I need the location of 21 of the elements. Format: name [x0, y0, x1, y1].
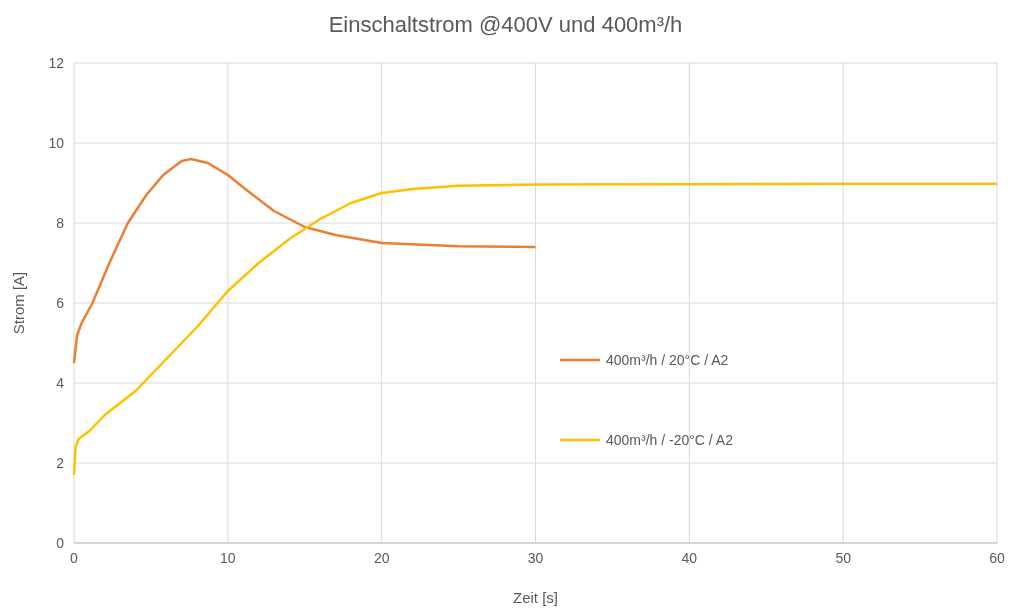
- x-tick-label: 0: [70, 550, 79, 566]
- legend-label: 400m³/h / 20°C / A2: [606, 352, 729, 368]
- x-tick-label: 60: [989, 550, 1005, 566]
- y-axis-title: Strom [A]: [10, 271, 27, 335]
- y-tick-label: 4: [56, 375, 65, 391]
- y-tick-label: 10: [48, 135, 65, 151]
- y-tick-label: 6: [56, 295, 65, 311]
- x-tick-label: 40: [681, 550, 698, 566]
- y-tick-label: 0: [56, 535, 65, 551]
- x-tick-label: 30: [527, 550, 544, 566]
- x-tick-label: 50: [835, 550, 852, 566]
- x-tick-label: 20: [373, 550, 390, 566]
- line-series: [72, 182, 999, 477]
- line-series: [72, 157, 537, 365]
- y-tick-label: 2: [56, 455, 65, 471]
- x-tick-label: 10: [220, 550, 236, 566]
- y-tick-label: 12: [48, 55, 65, 71]
- x-axis-title: Zeit [s]: [512, 589, 559, 606]
- chart-title: Einschaltstrom @400V und 400m³/h: [328, 12, 683, 37]
- y-tick-label: 8: [56, 215, 65, 231]
- legend-label: 400m³/h / -20°C / A2: [606, 432, 734, 448]
